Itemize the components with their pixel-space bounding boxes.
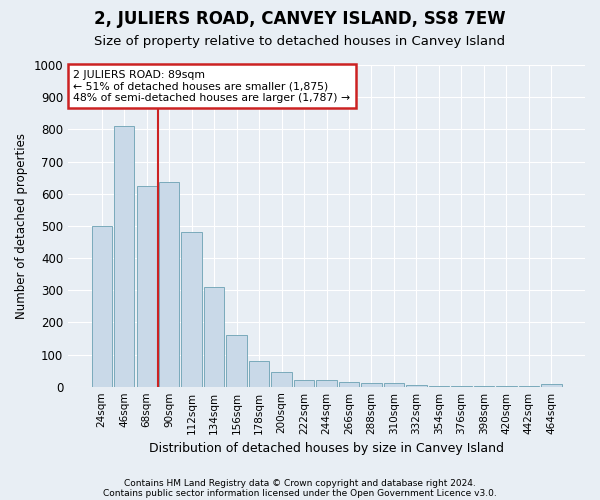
Text: Contains public sector information licensed under the Open Government Licence v3: Contains public sector information licen… [103,488,497,498]
Bar [114,126,134,386]
Text: 2, JULIERS ROAD, CANVEY ISLAND, SS8 7EW: 2, JULIERS ROAD, CANVEY ISLAND, SS8 7EW [94,10,506,28]
Bar [316,380,337,386]
Text: Contains HM Land Registry data © Crown copyright and database right 2024.: Contains HM Land Registry data © Crown c… [124,478,476,488]
Bar [271,372,292,386]
Bar [406,385,427,386]
Bar [384,384,404,386]
Bar [249,361,269,386]
Bar [159,182,179,386]
Bar [294,380,314,386]
Bar [361,384,382,386]
Bar [204,287,224,386]
X-axis label: Distribution of detached houses by size in Canvey Island: Distribution of detached houses by size … [149,442,504,455]
Bar [181,232,202,386]
Bar [92,226,112,386]
Text: Size of property relative to detached houses in Canvey Island: Size of property relative to detached ho… [94,35,506,48]
Bar [137,186,157,386]
Bar [226,335,247,386]
Bar [339,382,359,386]
Text: 2 JULIERS ROAD: 89sqm
← 51% of detached houses are smaller (1,875)
48% of semi-d: 2 JULIERS ROAD: 89sqm ← 51% of detached … [73,70,350,103]
Bar [541,384,562,386]
Y-axis label: Number of detached properties: Number of detached properties [15,133,28,319]
